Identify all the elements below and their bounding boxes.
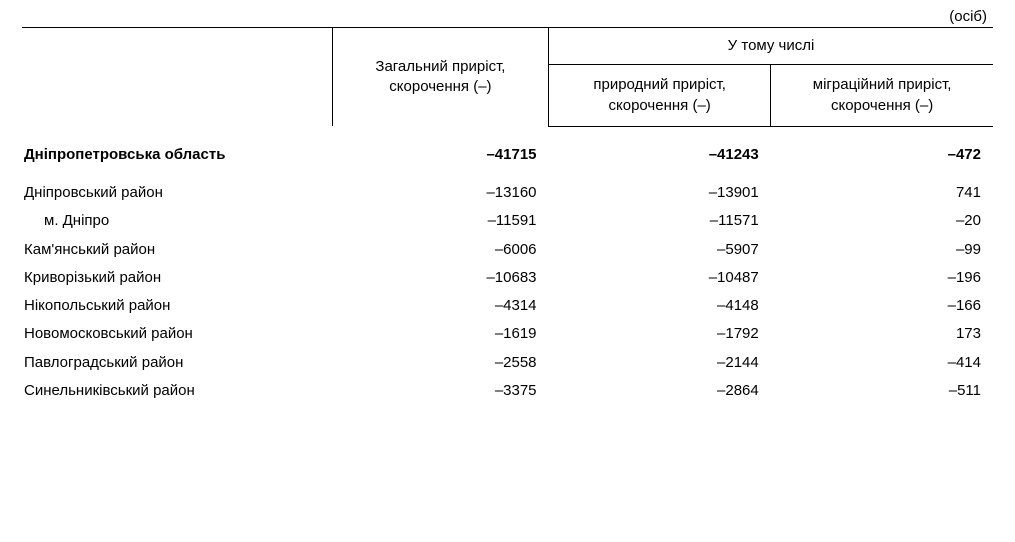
- region-name: Дніпропетровська область: [22, 141, 332, 169]
- region-migration: –472: [771, 141, 993, 169]
- population-table: Загальний приріст, скорочення (–) У тому…: [22, 27, 993, 405]
- row-migration: 173: [771, 320, 993, 348]
- row-migration: –99: [771, 236, 993, 264]
- row-name: Синельниківський район: [22, 377, 332, 405]
- row-migration: –196: [771, 264, 993, 292]
- row-total: –4314: [332, 292, 548, 320]
- row-natural: –5907: [549, 236, 771, 264]
- row-total: –6006: [332, 236, 548, 264]
- row-natural: –2864: [549, 377, 771, 405]
- row-name: Новомосковський район: [22, 320, 332, 348]
- region-natural: –41243: [549, 141, 771, 169]
- row-migration: –20: [771, 207, 993, 235]
- header-group: У тому числі: [549, 28, 993, 65]
- table-row: Дніпровський район–13160–13901741: [22, 179, 993, 207]
- table-row: м. Дніпро–11591–11571–20: [22, 207, 993, 235]
- row-migration: –511: [771, 377, 993, 405]
- row-natural: –13901: [549, 179, 771, 207]
- row-total: –3375: [332, 377, 548, 405]
- row-total: –10683: [332, 264, 548, 292]
- row-natural: –1792: [549, 320, 771, 348]
- row-total: –1619: [332, 320, 548, 348]
- row-natural: –11571: [549, 207, 771, 235]
- region-total: –41715: [332, 141, 548, 169]
- header-migration: міграційний приріст, скорочення (–): [771, 65, 993, 127]
- unit-label: (осіб): [22, 8, 993, 25]
- row-total: –2558: [332, 349, 548, 377]
- row-total: –11591: [332, 207, 548, 235]
- row-name: Павлоградський район: [22, 349, 332, 377]
- row-migration: –166: [771, 292, 993, 320]
- table-row: Криворізький район–10683–10487–196: [22, 264, 993, 292]
- header-empty: [22, 28, 332, 127]
- row-migration: 741: [771, 179, 993, 207]
- table-row: Нікопольський район–4314–4148–166: [22, 292, 993, 320]
- row-natural: –2144: [549, 349, 771, 377]
- row-name: м. Дніпро: [22, 207, 332, 235]
- row-name: Криворізький район: [22, 264, 332, 292]
- header-natural: природний приріст, скорочення (–): [549, 65, 771, 127]
- row-name: Кам'янський район: [22, 236, 332, 264]
- row-name: Дніпровський район: [22, 179, 332, 207]
- table-row: Новомосковський район–1619–1792173: [22, 320, 993, 348]
- header-total: Загальний приріст, скорочення (–): [332, 28, 548, 127]
- row-natural: –4148: [549, 292, 771, 320]
- row-migration: –414: [771, 349, 993, 377]
- row-natural: –10487: [549, 264, 771, 292]
- table-row: Кам'янський район–6006–5907–99: [22, 236, 993, 264]
- region-row: Дніпропетровська область –41715 –41243 –…: [22, 141, 993, 169]
- row-name: Нікопольський район: [22, 292, 332, 320]
- table-row: Павлоградський район–2558–2144–414: [22, 349, 993, 377]
- row-total: –13160: [332, 179, 548, 207]
- table-row: Синельниківський район–3375–2864–511: [22, 377, 993, 405]
